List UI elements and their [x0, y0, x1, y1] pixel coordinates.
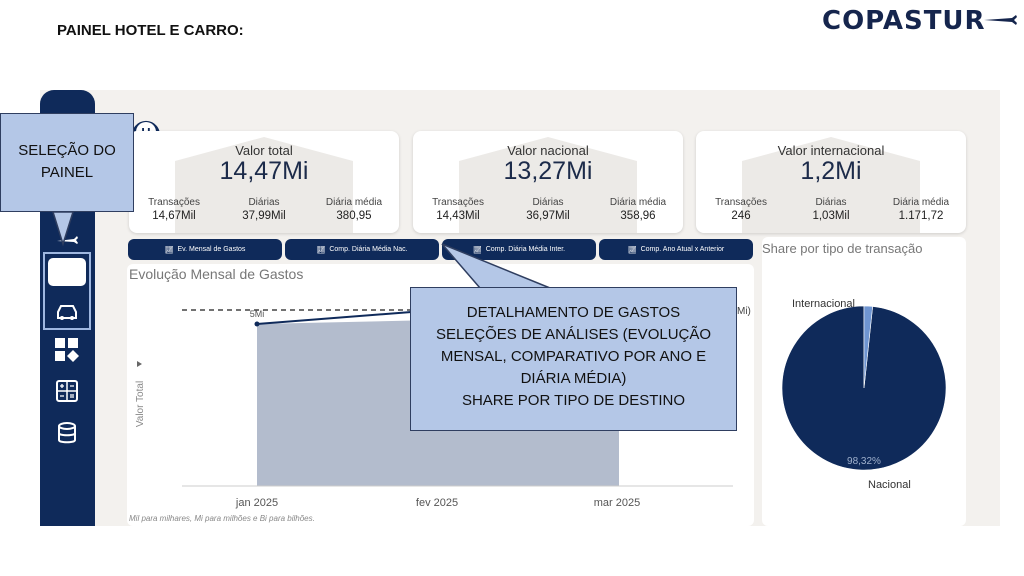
- kpi-sub-transacoes: Transações 246: [715, 197, 767, 222]
- point-label: 5Mi: [250, 309, 265, 319]
- panel-title: Share por tipo de transação: [762, 241, 923, 256]
- kpi-sub-transacoes: Transações 14,67Mil: [148, 197, 200, 222]
- line-chart-icon: 📈︎: [627, 246, 637, 254]
- kpi-value: 1,2Mi: [800, 157, 862, 185]
- kpi-value: 14,47Mi: [219, 157, 309, 185]
- btn-ev-mensal-gastos[interactable]: 📈︎ Ev. Mensal de Gastos: [128, 239, 282, 260]
- btn-comp-ano-atual-anterior[interactable]: 📈︎ Comp. Ano Atual x Anterior: [599, 239, 753, 260]
- plane-icon[interactable]: [53, 226, 81, 254]
- pie-data-label: 98,32%: [847, 456, 881, 467]
- airplane-icon: [984, 15, 1017, 25]
- line-chart-icon: 📈︎: [472, 246, 482, 254]
- kpi-sub-diaria-media: Diária média 1.171,72: [892, 197, 950, 222]
- callout-pointer: [51, 211, 75, 247]
- selected-panel-highlight: [43, 252, 91, 330]
- kpi-sub-diarias: Diárias 37,99Mil: [242, 197, 286, 222]
- kpi-label: Valor nacional: [507, 143, 589, 158]
- kpi-card-nacional: Valor nacional 13,27Mi Transações 14,43Mi…: [413, 131, 683, 233]
- calculator-icon[interactable]: [53, 377, 81, 405]
- x-tick-label: jan 2025: [235, 497, 278, 509]
- pie-slice-internacional: [863, 305, 873, 389]
- slide-title: PAINEL HOTEL E CARRO:: [57, 22, 244, 39]
- kpi-value: 13,27Mi: [503, 157, 593, 185]
- share-panel: Share por tipo de transação 98,32% Intern…: [762, 237, 966, 526]
- line-chart-icon: 📈︎: [316, 246, 326, 254]
- hotel-nav-button[interactable]: [48, 258, 86, 286]
- data-point: [254, 321, 260, 327]
- y-axis-label: Valor Total: [135, 381, 146, 427]
- kpi-label: Valor internacional: [777, 143, 885, 158]
- legend-label-internacional: Internacional: [792, 298, 855, 310]
- legend-label-nacional: Nacional: [868, 479, 911, 491]
- panel-title: Evolução Mensal de Gastos: [129, 266, 304, 282]
- btn-comp-diaria-nac[interactable]: 📈︎ Comp. Diária Média Nac.: [285, 239, 439, 260]
- kpi-sub-diarias: Diárias 1,03Mil: [812, 197, 850, 222]
- kpi-label: Valor total: [235, 143, 293, 158]
- callout-selecao-painel: SELEÇÃO DO PAINEL: [0, 113, 134, 212]
- x-tick-label: fev 2025: [416, 497, 458, 509]
- kpi-sub-diaria-media: Diária média 358,96: [609, 197, 667, 222]
- btn-comp-diaria-inter[interactable]: 📈︎ Comp. Diária Média Inter.: [442, 239, 596, 260]
- expand-icon: [137, 361, 142, 367]
- callout-pointer: [441, 243, 551, 289]
- kpi-sub-diarias: Diárias 36,97Mil: [526, 197, 570, 222]
- kpi-sub-transacoes: Transações 14,43Mil: [432, 197, 484, 222]
- reference-label: Mi): [737, 306, 751, 317]
- kpi-card-internacional: Valor internacional 1,2Mi Transações 246 …: [696, 131, 966, 233]
- line-chart-icon: 📈︎: [164, 246, 174, 254]
- pie-chart[interactable]: 98,32% Internacional Nacional: [762, 237, 966, 526]
- series-line: [256, 309, 438, 325]
- logo-text: COPASTUR: [822, 6, 986, 36]
- grid-shapes-icon[interactable]: [53, 336, 81, 364]
- car-icon[interactable]: [53, 298, 81, 326]
- kpi-card-total: Valor total 14,47Mi Transações 14,67Mil D…: [129, 131, 399, 233]
- copastur-logo: COPASTUR: [822, 4, 1017, 38]
- database-icon[interactable]: [53, 419, 81, 447]
- footnote: Mil para milhares, Mi para milhões e Bi …: [129, 514, 315, 523]
- kpi-sub-diaria-media: Diária média 380,95: [325, 197, 383, 222]
- x-tick-label: mar 2025: [594, 497, 640, 509]
- callout-detalhamento: DETALHAMENTO DE GASTOS SELEÇÕES DE ANÁLI…: [410, 287, 737, 431]
